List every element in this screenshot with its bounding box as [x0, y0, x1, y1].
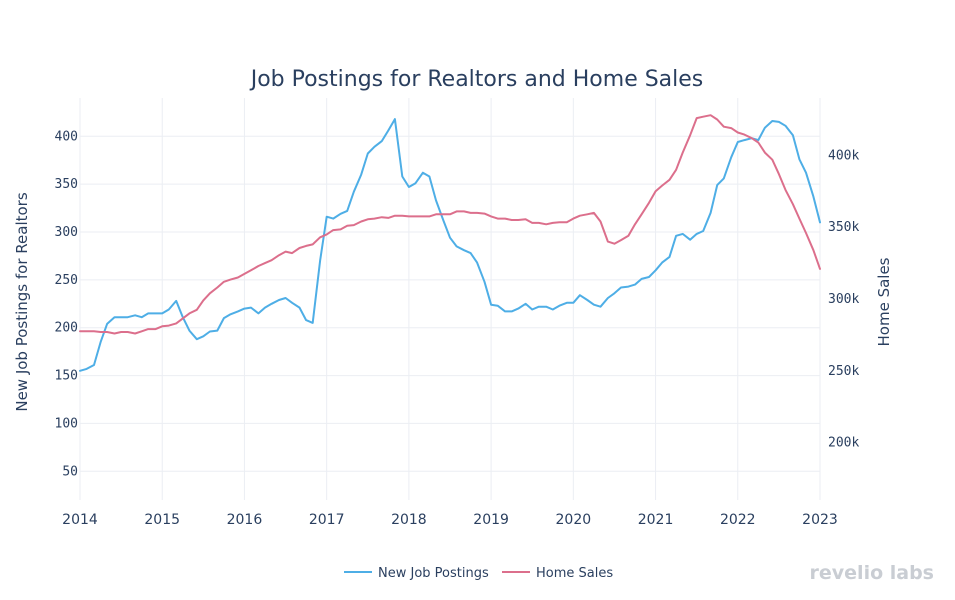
y-left-tick-label: 200: [55, 321, 78, 336]
y-right-tick-label: 350k: [828, 220, 859, 235]
y-axis-left-title: New Job Postings for Realtors: [13, 192, 31, 411]
legend-label-job-postings[interactable]: New Job Postings: [378, 566, 489, 581]
x-tick-label: 2022: [720, 512, 756, 528]
x-tick-label: 2017: [309, 512, 345, 528]
revelio-labs-logo: revelio labs: [810, 562, 934, 584]
legend-label-home-sales[interactable]: Home Sales: [536, 566, 613, 581]
y-right-tick-label: 250k: [828, 364, 859, 379]
x-tick-label: 2016: [227, 512, 263, 528]
y-axis-right-title: Home Sales: [875, 257, 893, 346]
series-line-home-sales[interactable]: [79, 114, 821, 335]
x-tick-label: 2021: [638, 512, 674, 528]
y-right-tick-label: 400k: [828, 148, 859, 163]
tick-labels: 2014 2015 2016 2017 2018 2019 2020 2021 2022 2023…: [55, 129, 860, 528]
x-tick-label: 2019: [473, 512, 509, 528]
chart-title: Job Postings for Realtors and Home Sales: [249, 67, 704, 92]
y-left-tick-label: 350: [55, 177, 78, 192]
y-left-tick-label: 300: [55, 225, 78, 240]
series-line-job-postings[interactable]: [79, 118, 821, 372]
x-tick-label: 2015: [144, 512, 180, 528]
x-tick-label: 2023: [802, 512, 838, 528]
x-tick-label: 2020: [556, 512, 592, 528]
legend[interactable]: New Job Postings Home Sales: [344, 566, 613, 581]
x-tick-label: 2018: [391, 512, 427, 528]
y-right-tick-label: 300k: [828, 292, 859, 307]
y-right-tick-label: 200k: [828, 436, 859, 451]
y-left-tick-label: 150: [55, 369, 78, 384]
grid: [79, 98, 821, 500]
y-left-tick-label: 100: [55, 416, 78, 431]
x-tick-label: 2014: [62, 512, 98, 528]
series-layer: [79, 114, 821, 372]
y-left-tick-label: 250: [55, 273, 78, 288]
y-left-tick-label: 50: [62, 464, 78, 479]
y-left-tick-label: 400: [55, 129, 78, 144]
